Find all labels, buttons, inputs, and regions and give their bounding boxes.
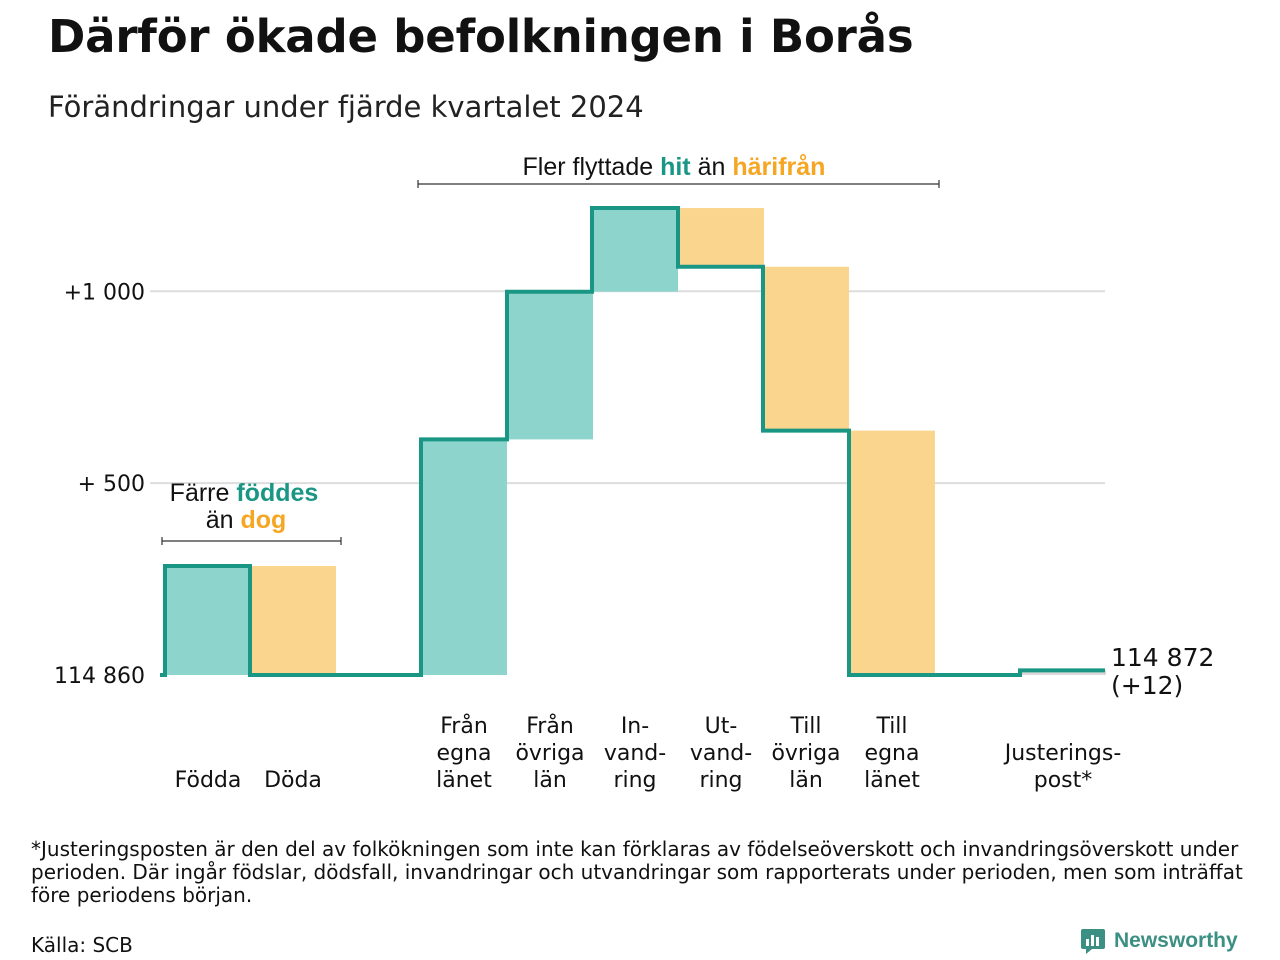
births-deaths-annotation: Färre föddes än dog	[161, 479, 342, 545]
births-deaths-prefix: Färre	[170, 479, 230, 507]
bar-5	[678, 208, 764, 267]
category-label-5-0: Ut-	[705, 714, 738, 739]
y-axis-ticks: 114 860 + 500 +1 000	[54, 280, 145, 689]
category-label-1-0: Döda	[264, 768, 322, 793]
category-label-3-0: Från	[526, 713, 574, 739]
svg-text:Färre föddes: Färre föddes	[170, 479, 319, 507]
category-label-7-2: länet	[864, 768, 920, 793]
bar-6	[763, 266, 849, 431]
category-label-5-2: ring	[699, 768, 742, 793]
bar-8	[1020, 670, 1106, 675]
category-label-2-0: Från	[440, 713, 488, 739]
end-change-label: (+12)	[1111, 671, 1183, 700]
category-label-8-1: post*	[1034, 768, 1093, 793]
category-label-4-2: ring	[613, 768, 656, 793]
waterfall-chart: 114 860+ 500+1 000 Födda DödaFrånegnaläne…	[54, 153, 1214, 793]
migration-in-word: hit	[660, 153, 691, 181]
svg-text:än dog: än dog	[206, 506, 287, 534]
migration-bracket	[417, 180, 940, 188]
births-deaths-mid: än	[206, 506, 234, 534]
brand-logo: Newsworthy	[1080, 927, 1238, 955]
newsworthy-logo-icon	[1081, 929, 1105, 954]
migration-out-word: härifrån	[732, 153, 825, 181]
gridlines	[150, 290, 1105, 485]
bar-3	[507, 291, 593, 440]
category-label-7-0: Till	[875, 714, 907, 739]
migration-annotation: Fler flyttade hit än härifrån	[417, 153, 940, 188]
category-label-4-0: In-	[621, 714, 649, 739]
category-label-2-2: länet	[436, 768, 492, 793]
bar-1	[250, 566, 336, 675]
chart-subtitle: Förändringar under fjärde kvartalet 2024	[48, 90, 644, 124]
footnote: *Justeringsposten är den del av folkökni…	[31, 837, 1243, 907]
category-label-3-1: övriga	[515, 741, 584, 766]
bar-4	[592, 208, 678, 292]
x-axis-categories: Födda DödaFrånegnalänetFrånövrigalänIn-va…	[175, 713, 1122, 793]
births-deaths-bracket	[161, 537, 342, 545]
category-label-4-1: vand-	[604, 741, 666, 766]
category-label-6-2: län	[789, 768, 823, 793]
category-label-3-2: län	[533, 768, 567, 793]
bars	[165, 208, 1106, 675]
end-value-label: 114 872	[1111, 643, 1214, 672]
births-deaths-out-word: dog	[240, 506, 286, 534]
level-line	[160, 206, 1105, 677]
chart-title: Därför ökade befolkningen i Borås	[48, 10, 914, 63]
annotations: Färre föddes än dog Fler flyttade hit än…	[161, 153, 1214, 700]
category-label-8-0: Justerings-	[1003, 741, 1122, 766]
y-tick-label-2: +1 000	[64, 280, 145, 305]
level-step-line	[160, 206, 1105, 677]
migration-prefix: Fler flyttade	[523, 153, 654, 181]
category-label-7-1: egna	[865, 741, 920, 766]
category-label-6-1: övriga	[771, 741, 840, 766]
brand-name: Newsworthy	[1114, 929, 1238, 952]
bar-7	[849, 430, 935, 675]
category-label-5-1: vand-	[690, 741, 752, 766]
category-label-0-0: Födda	[175, 768, 242, 793]
births-deaths-in-word: föddes	[236, 479, 318, 507]
migration-mid: än	[698, 153, 726, 181]
svg-text:Fler flyttade hit: Fler flyttade hit än härifrån	[523, 153, 826, 181]
category-label-6-0: Till	[789, 714, 821, 739]
source-note: Källa: SCB	[31, 933, 133, 957]
category-label-2-1: egna	[437, 741, 492, 766]
y-tick-label-0: 114 860	[54, 664, 145, 689]
bar-0	[165, 566, 251, 675]
bar-2	[421, 439, 507, 675]
y-tick-label-1: + 500	[78, 472, 145, 497]
